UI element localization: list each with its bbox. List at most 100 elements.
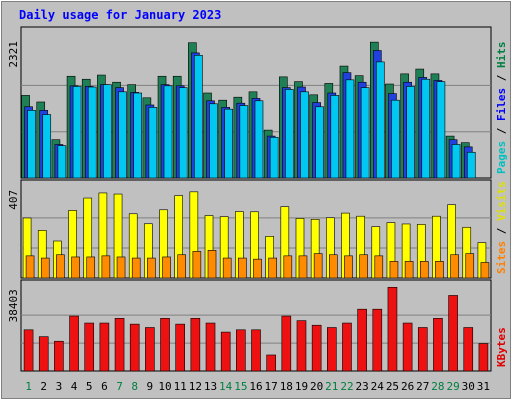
bar-sites-day-16 bbox=[253, 258, 262, 279]
bar-sites-day-7 bbox=[116, 256, 126, 279]
bar-sites-day-18 bbox=[283, 255, 293, 279]
bar-pages-day-14 bbox=[224, 108, 233, 179]
bar-sites-day-15 bbox=[238, 257, 247, 279]
bar-kbytes-day-30 bbox=[463, 327, 474, 372]
x-tick-label-day-12: 12 bbox=[189, 380, 202, 393]
bar-sites-day-3 bbox=[56, 254, 65, 279]
bar-kbytes-day-10 bbox=[160, 318, 170, 372]
bar-sites-day-19 bbox=[298, 255, 308, 279]
chart-title: Daily usage for January 2023 bbox=[19, 8, 221, 22]
bar-pages-day-16 bbox=[254, 100, 264, 179]
bar-kbytes-day-13 bbox=[205, 322, 216, 372]
x-tick-label-day-28: 28 bbox=[431, 380, 444, 393]
bar-pages-day-15 bbox=[239, 105, 249, 179]
bar-kbytes-day-19 bbox=[296, 320, 307, 372]
bar-pages-day-24 bbox=[375, 61, 385, 179]
legend-visits: Visits bbox=[495, 181, 508, 221]
bar-pages-day-22 bbox=[345, 79, 355, 179]
x-tick-label-day-29: 29 bbox=[446, 380, 459, 393]
bar-sites-day-11 bbox=[177, 254, 186, 279]
bar-kbytes-day-24 bbox=[372, 308, 383, 372]
bar-sites-day-30 bbox=[465, 253, 475, 279]
bar-kbytes-day-16 bbox=[251, 329, 261, 372]
x-tick-label-day-2: 2 bbox=[40, 380, 47, 393]
panel-visits-legend: Sites / Visits bbox=[495, 181, 508, 274]
panel-visits: 407 Sites / Visits bbox=[7, 179, 508, 279]
bar-sites-day-14 bbox=[222, 257, 232, 279]
bar-kbytes-day-8 bbox=[129, 323, 140, 372]
legend-hits: Hits bbox=[495, 42, 508, 69]
panel-kbytes-max-label: 38403 bbox=[7, 289, 20, 322]
bar-pages-day-6 bbox=[103, 84, 112, 179]
bar-kbytes-day-2 bbox=[38, 336, 49, 372]
x-tick-label-day-14: 14 bbox=[219, 380, 233, 393]
bar-pages-day-9 bbox=[148, 107, 158, 179]
bar-pages-day-5 bbox=[87, 86, 97, 179]
x-axis-tick-labels: 1 2 3 4 5 6 7 8 9 10 11 12 13 14 15 16 17 18 19 20 21 22 23 24 2… bbox=[25, 380, 490, 393]
x-tick-label-day-5: 5 bbox=[86, 380, 93, 393]
panel-hits-max-label: 2321 bbox=[7, 41, 20, 68]
bar-kbytes-day-15 bbox=[236, 329, 246, 372]
bar-kbytes-day-17 bbox=[266, 354, 276, 372]
bar-sites-day-13 bbox=[207, 250, 217, 279]
bar-sites-day-5 bbox=[86, 256, 96, 279]
bar-pages-day-3 bbox=[57, 145, 67, 179]
chart-panels: 2321 Pages / Files / Hits 407 Sites / Visit… bbox=[7, 26, 508, 372]
bar-kbytes-day-14 bbox=[220, 331, 231, 372]
x-tick-label-day-16: 16 bbox=[249, 380, 262, 393]
bar-sites-day-21 bbox=[329, 254, 338, 279]
x-tick-label-day-31: 31 bbox=[477, 380, 490, 393]
bar-sites-day-4 bbox=[71, 256, 80, 279]
bar-sites-day-9 bbox=[147, 257, 156, 279]
bar-kbytes-day-5 bbox=[84, 322, 95, 372]
bar-sites-day-22 bbox=[344, 255, 353, 279]
x-tick-label-day-7: 7 bbox=[116, 380, 123, 393]
bar-sites-day-12 bbox=[192, 251, 202, 279]
x-tick-label-day-1: 1 bbox=[25, 380, 32, 393]
panel-kbytes: 38403 KBytes bbox=[7, 279, 508, 372]
bar-kbytes-day-12 bbox=[190, 318, 201, 372]
bar-pages-day-20 bbox=[315, 106, 324, 179]
bar-kbytes-day-27 bbox=[417, 327, 428, 372]
bar-pages-day-10 bbox=[163, 85, 173, 179]
x-tick-label-day-13: 13 bbox=[204, 380, 217, 393]
series-visits bbox=[22, 191, 487, 279]
bar-sites-day-27 bbox=[419, 261, 429, 279]
x-tick-label-day-23: 23 bbox=[356, 380, 369, 393]
bar-sites-day-6 bbox=[101, 255, 111, 279]
bar-sites-day-17 bbox=[268, 257, 277, 279]
bar-pages-day-30 bbox=[466, 151, 476, 179]
bar-sites-day-2 bbox=[40, 257, 50, 279]
bar-kbytes-day-22 bbox=[342, 322, 352, 372]
bar-pages-day-25 bbox=[391, 99, 400, 179]
x-tick-label-day-21: 21 bbox=[325, 380, 338, 393]
bar-kbytes-day-1 bbox=[23, 329, 34, 372]
x-tick-label-day-18: 18 bbox=[280, 380, 293, 393]
legend-pages: Pages bbox=[495, 141, 508, 174]
series-kbytes bbox=[23, 286, 489, 372]
bar-pages-day-28 bbox=[436, 81, 446, 179]
bar-kbytes-day-6 bbox=[99, 322, 110, 372]
x-tick-label-day-25: 25 bbox=[386, 380, 399, 393]
x-tick-label-day-3: 3 bbox=[56, 380, 63, 393]
bar-pages-day-11 bbox=[178, 87, 188, 179]
x-tick-label-day-20: 20 bbox=[310, 380, 323, 393]
bar-pages-day-4 bbox=[72, 86, 82, 179]
bar-kbytes-day-18 bbox=[281, 315, 292, 372]
bar-kbytes-day-9 bbox=[145, 327, 155, 372]
bar-pages-day-27 bbox=[421, 78, 431, 179]
panel-hits: 2321 Pages / Files / Hits bbox=[7, 26, 508, 179]
bar-pages-day-7 bbox=[118, 91, 127, 179]
bar-pages-day-12 bbox=[194, 55, 203, 179]
bar-pages-day-8 bbox=[133, 92, 143, 179]
bar-sites-day-1 bbox=[25, 255, 35, 279]
legend-files: Files bbox=[495, 88, 508, 121]
x-tick-label-day-22: 22 bbox=[340, 380, 353, 393]
bar-sites-day-23 bbox=[359, 254, 368, 279]
bar-sites-day-24 bbox=[374, 255, 384, 279]
bar-kbytes-day-7 bbox=[114, 318, 125, 372]
x-tick-label-day-19: 19 bbox=[295, 380, 308, 393]
bar-sites-day-28 bbox=[435, 261, 444, 279]
